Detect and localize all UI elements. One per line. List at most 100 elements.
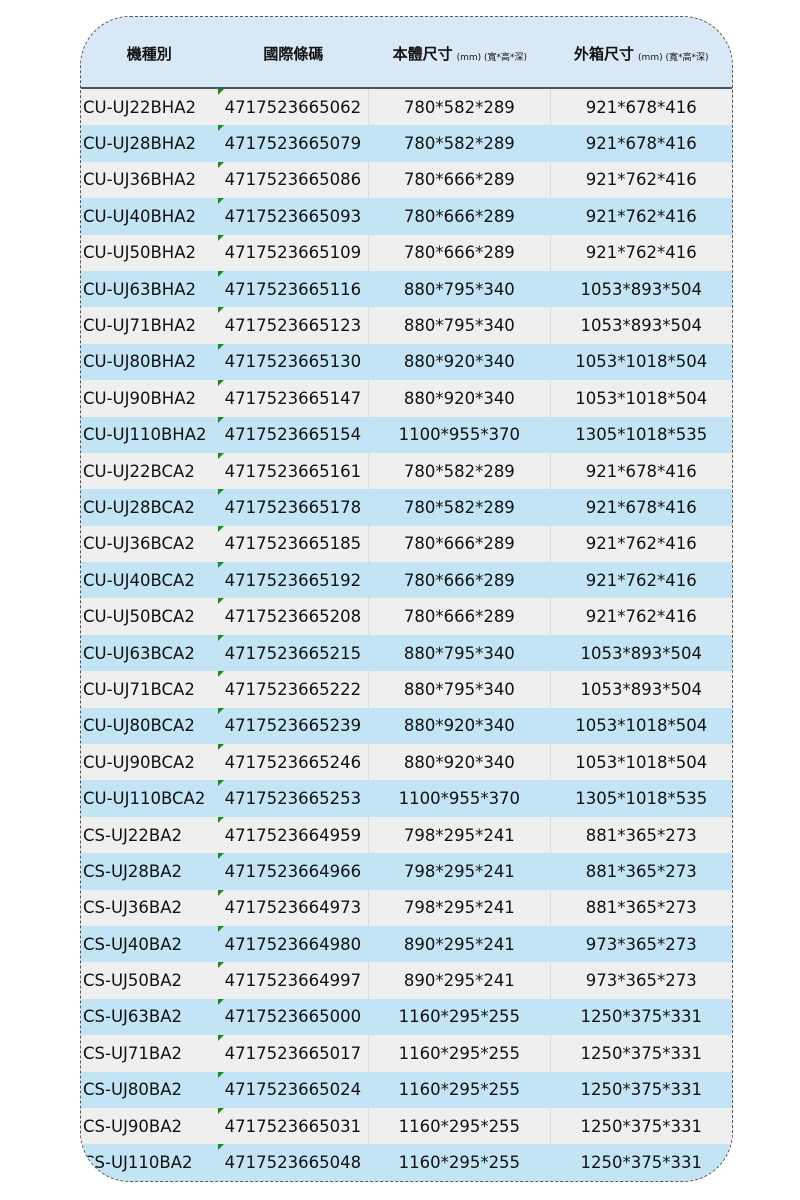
cell-body-size: 780*666*289 (369, 198, 550, 234)
header-model: 機種別 (81, 17, 218, 87)
cell-model: CU-UJ36BCA2 (81, 526, 218, 562)
cell-text: CS-UJ71BA2 (83, 1043, 182, 1063)
cell-barcode: 4717523665062 (217, 89, 370, 126)
cell-barcode: 4717523665161 (217, 452, 370, 490)
cell-body-size: 780*666*289 (369, 562, 550, 598)
cell-body-size: 880*795*340 (369, 671, 551, 708)
cell-box-size: 1053*1018*504 (551, 744, 732, 780)
cell-body-size: 1160*295*255 (369, 999, 550, 1035)
cell-barcode: 4717523665253 (217, 780, 370, 816)
cell-text: 4717523664997 (224, 971, 362, 991)
comment-marker-icon (217, 307, 224, 314)
cell-text: 1250*375*331 (580, 1043, 702, 1063)
cell-text: 4717523665222 (224, 679, 362, 699)
cell-box-size: 1053*893*504 (551, 271, 732, 307)
comment-marker-icon (217, 998, 224, 1005)
cell-body-size: 880*920*340 (369, 708, 550, 744)
cell-text: CU-UJ90BCA2 (83, 752, 195, 772)
cell-barcode: 4717523665093 (217, 198, 370, 234)
table-row: CU-UJ71BHA2 4717523665123 880*795*340 1053*… (81, 307, 732, 344)
cell-model: CS-UJ50BA2 (81, 962, 218, 998)
table-row: CU-UJ50BCA2 4717523665208 780*666*289 921*7… (81, 598, 732, 635)
cell-text: 4717523665024 (224, 1080, 362, 1100)
cell-box-size: 1305*1018*535 (551, 417, 732, 453)
cell-barcode: 4717523665031 (217, 1107, 370, 1145)
cell-model: CU-UJ80BHA2 (81, 344, 218, 380)
table-row: CS-UJ36BA2 4717523664973 798*295*241 881*36… (81, 889, 732, 926)
cell-barcode: 4717523665086 (217, 161, 370, 199)
cell-text: CU-UJ71BCA2 (83, 679, 195, 699)
table-row: CU-UJ90BHA2 4717523665147 880*920*340 1053*… (81, 380, 732, 417)
cell-box-size: 921*762*416 (551, 598, 732, 634)
cell-model: CU-UJ22BHA2 (81, 89, 218, 125)
cell-model: CU-UJ90BCA2 (81, 744, 218, 780)
comment-marker-icon (217, 198, 224, 205)
cell-body-size: 880*795*340 (369, 635, 550, 671)
cell-text: 921*678*416 (585, 97, 697, 117)
comment-marker-icon (217, 598, 224, 605)
cell-text: 780*582*289 (403, 497, 515, 517)
comment-marker-icon (217, 416, 224, 423)
cell-text: 4717523665185 (224, 534, 362, 554)
table-row: CS-UJ80BA2 4717523665024 1160*295*255 1250*… (81, 1071, 732, 1108)
cell-model: CS-UJ110BA2 (81, 1144, 218, 1180)
cell-box-size: 881*365*273 (551, 817, 732, 853)
cell-text: 4717523665154 (224, 425, 362, 445)
cell-barcode: 4717523665017 (217, 1035, 370, 1072)
cell-text: 4717523665062 (224, 97, 362, 117)
comment-marker-icon (217, 634, 224, 641)
cell-text: CU-UJ36BHA2 (83, 170, 197, 190)
cell-text: 780*666*289 (403, 170, 515, 190)
cell-text: 4717523665093 (224, 206, 362, 226)
table-row: CU-UJ40BCA2 4717523665192 780*666*289 921*7… (81, 562, 732, 599)
cell-text: 1053*893*504 (580, 643, 702, 663)
cell-text: CU-UJ22BHA2 (83, 97, 197, 117)
cell-box-size: 1053*893*504 (551, 307, 732, 343)
cell-body-size: 880*920*340 (369, 380, 551, 417)
cell-body-size: 1160*295*255 (369, 1035, 551, 1072)
cell-body-size: 880*795*340 (369, 307, 551, 344)
cell-text: 780*582*289 (403, 461, 515, 481)
table-row: CU-UJ110BHA2 4717523665154 1100*955*370 130… (81, 416, 732, 453)
cell-model: CU-UJ63BCA2 (81, 635, 218, 671)
header-body-size-unit: (mm) (寬*高*深) (456, 53, 528, 63)
cell-text: 880*920*340 (403, 352, 515, 372)
cell-text: 4717523665208 (224, 607, 362, 627)
cell-model: CS-UJ22BA2 (81, 817, 218, 853)
cell-text: 880*920*340 (403, 388, 515, 408)
cell-model: CS-UJ80BA2 (81, 1072, 218, 1108)
cell-text: 780*666*289 (403, 534, 515, 554)
cell-body-size: 880*795*340 (369, 271, 550, 307)
cell-text: 4717523665031 (224, 1116, 362, 1136)
cell-text: 1053*893*504 (580, 316, 702, 336)
cell-body-size: 1160*295*255 (369, 1144, 550, 1180)
table-row: CU-UJ63BHA2 4717523665116 880*795*340 1053*… (81, 270, 732, 308)
cell-body-size: 780*666*289 (369, 234, 551, 271)
cell-body-size: 780*666*289 (369, 161, 551, 199)
table-row: CS-UJ50BA2 4717523664997 890*295*241 973*36… (81, 962, 732, 999)
cell-text: CU-UJ28BCA2 (83, 497, 195, 517)
table-row: CS-UJ22BA2 4717523664959 798*295*241 881*36… (81, 816, 732, 854)
cell-box-size: 1250*375*331 (551, 999, 732, 1035)
cell-text: CS-UJ90BA2 (83, 1116, 182, 1136)
cell-body-size: 1100*955*370 (369, 417, 550, 453)
cell-barcode: 4717523665116 (217, 270, 370, 307)
cell-text: CS-UJ50BA2 (83, 971, 182, 991)
cell-barcode: 4717523665024 (217, 1071, 370, 1108)
cell-box-size: 921*762*416 (551, 162, 732, 198)
cell-model: CS-UJ63BA2 (81, 999, 218, 1035)
cell-text: 1160*295*255 (398, 1116, 521, 1136)
cell-text: 4717523665192 (224, 570, 362, 590)
cell-text: 921*762*416 (585, 243, 697, 263)
cell-barcode: 4717523665109 (217, 234, 370, 271)
table-row: CU-UJ110BCA2 4717523665253 1100*955*370 130… (81, 780, 732, 817)
comment-marker-icon (217, 1071, 224, 1078)
cell-barcode: 4717523665185 (217, 525, 370, 563)
table-body: CU-UJ22BHA2 4717523665062 780*582*289 921*6… (81, 89, 732, 1181)
cell-box-size: 921*678*416 (551, 489, 732, 525)
cell-text: 880*795*340 (403, 316, 515, 336)
cell-text: 921*678*416 (585, 134, 697, 154)
cell-box-size: 1053*1018*504 (551, 380, 732, 416)
cell-text: 1053*893*504 (580, 279, 702, 299)
comment-marker-icon (217, 707, 224, 714)
